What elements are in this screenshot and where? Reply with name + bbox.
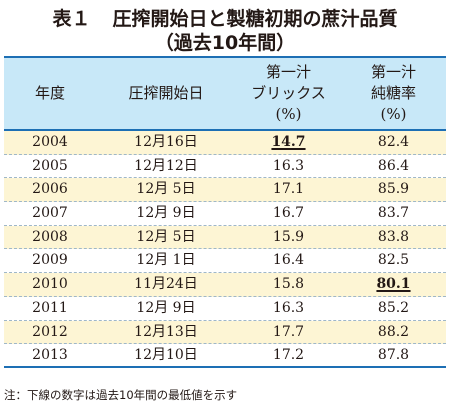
cell-brix: 17.1 xyxy=(272,181,305,198)
table-row: 2008 12月 5日 15.9 83.8 xyxy=(4,225,446,250)
table-row: 2007 12月 9日 16.7 83.7 xyxy=(4,202,446,226)
cell-year: 2008 xyxy=(32,228,68,245)
cell-purity: 85.2 xyxy=(377,299,410,316)
table-row: 2011 12月 9日 16.3 85.2 xyxy=(4,296,446,321)
header-brix-line2: ブリックス xyxy=(251,84,326,102)
cell-purity: 80.1 xyxy=(376,276,411,293)
table-title: 表１ 圧搾開始日と製糖初期の蔗汁品質 xyxy=(0,6,450,32)
header-start-date: 圧搾開始日 xyxy=(96,58,236,129)
header-brix: 第一汁 ブリックス (%) xyxy=(236,58,341,129)
table-footnote: 注：下線の数字は過去10年間の最低値を示す xyxy=(4,388,238,402)
cell-start-date: 12月 9日 xyxy=(136,205,196,222)
cell-year: 2004 xyxy=(32,134,68,150)
table-row: 2013 12月10日 17.2 87.8 xyxy=(4,344,446,368)
cell-purity: 86.4 xyxy=(377,157,410,174)
cell-start-date: 12月10日 xyxy=(134,347,198,364)
table-title-text: 圧搾開始日と製糖初期の蔗汁品質 xyxy=(112,8,398,30)
table-row: 2009 12月 1日 16.4 82.5 xyxy=(4,249,446,274)
cell-year: 2012 xyxy=(32,323,68,340)
cell-brix: 17.2 xyxy=(272,347,305,364)
cell-brix: 17.7 xyxy=(272,323,305,340)
cell-start-date: 12月16日 xyxy=(134,134,198,150)
cell-year: 2009 xyxy=(32,252,68,269)
cell-brix: 16.3 xyxy=(272,299,305,316)
cell-brix: 15.9 xyxy=(272,228,305,245)
cell-purity: 83.7 xyxy=(377,205,410,222)
header-year: 年度 xyxy=(4,58,96,129)
cell-brix: 15.8 xyxy=(272,276,305,293)
cell-brix: 16.4 xyxy=(272,252,305,269)
cell-purity: 82.5 xyxy=(377,252,410,269)
cell-purity: 87.8 xyxy=(377,347,410,364)
header-brix-line1: 第一汁 xyxy=(265,63,311,81)
table-number: 表１ xyxy=(52,8,91,30)
table-body: 2004 12月16日 14.7 82.4 2005 12月12日 16.3 86.4 2006… xyxy=(4,131,446,368)
table-row: 2006 12月 5日 17.1 85.9 xyxy=(4,178,446,203)
table-row: 2012 12月13日 17.7 88.2 xyxy=(4,320,446,345)
cell-start-date: 12月13日 xyxy=(134,323,198,340)
cell-start-date: 12月 5日 xyxy=(136,228,196,245)
cell-start-date: 11月24日 xyxy=(134,276,198,293)
header-purity-line2: 純糖率 xyxy=(370,84,416,102)
cell-brix: 14.7 xyxy=(271,134,306,150)
cell-brix: 16.7 xyxy=(272,205,305,222)
table-row: 2004 12月16日 14.7 82.4 xyxy=(4,131,446,155)
cell-year: 2013 xyxy=(32,347,68,364)
cell-year: 2010 xyxy=(32,276,68,293)
cell-purity: 83.8 xyxy=(377,228,410,245)
cell-start-date: 12月 1日 xyxy=(136,252,196,269)
header-year-label: 年度 xyxy=(34,84,65,102)
cell-purity: 82.4 xyxy=(377,134,410,150)
cell-purity: 88.2 xyxy=(377,323,410,340)
data-table: 年度 圧搾開始日 第一汁 ブリックス (%) 第一汁 純糖率 (%) 2004 1… xyxy=(4,56,446,368)
cell-start-date: 12月12日 xyxy=(134,157,198,174)
table-header: 年度 圧搾開始日 第一汁 ブリックス (%) 第一汁 純糖率 (%) xyxy=(4,56,446,131)
cell-purity: 85.9 xyxy=(377,181,410,198)
cell-brix: 16.3 xyxy=(272,157,305,174)
cell-year: 2005 xyxy=(32,157,68,174)
table-row: 2005 12月12日 16.3 86.4 xyxy=(4,154,446,179)
header-brix-unit: (%) xyxy=(275,105,302,123)
cell-start-date: 12月 9日 xyxy=(136,299,196,316)
table-row: 2010 11月24日 15.8 80.1 xyxy=(4,273,446,297)
cell-year: 2011 xyxy=(32,299,68,316)
header-purity-line1: 第一汁 xyxy=(370,63,416,81)
table-subtitle: （過去10年間） xyxy=(154,32,296,54)
cell-year: 2006 xyxy=(32,181,68,198)
header-start-date-label: 圧搾開始日 xyxy=(128,84,204,102)
header-purity-unit: (%) xyxy=(380,105,407,123)
header-purity: 第一汁 純糖率 (%) xyxy=(341,58,446,129)
cell-start-date: 12月 5日 xyxy=(136,181,196,198)
cell-year: 2007 xyxy=(32,205,68,222)
